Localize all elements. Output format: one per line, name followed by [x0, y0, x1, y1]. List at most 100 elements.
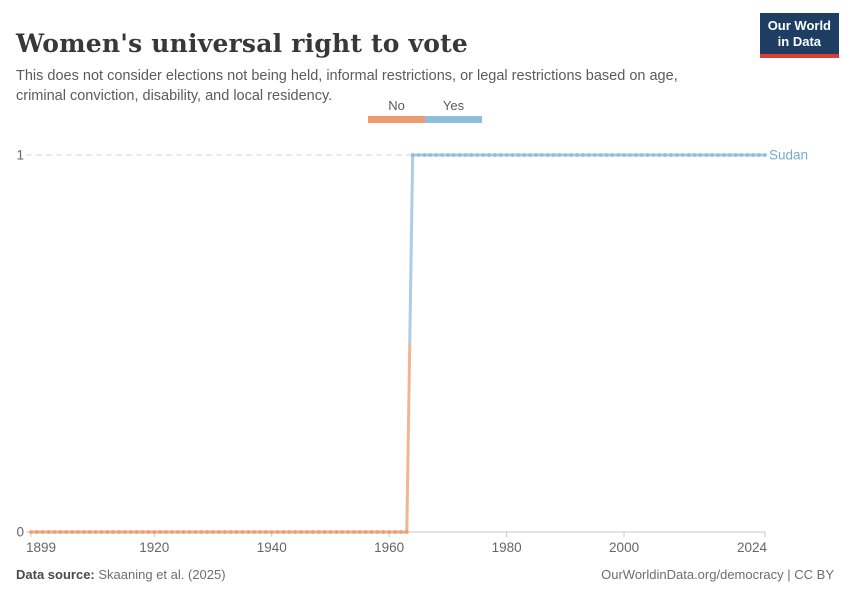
data-point-1962[interactable]	[399, 530, 403, 534]
data-point-2007[interactable]	[663, 153, 668, 157]
data-point-1902[interactable]	[46, 530, 51, 534]
data-point-1996[interactable]	[598, 153, 603, 157]
data-point-2022[interactable]	[751, 153, 756, 157]
data-point-1906[interactable]	[70, 530, 75, 534]
data-point-1980[interactable]	[504, 153, 509, 157]
data-point-2020[interactable]	[739, 153, 744, 157]
data-point-1966[interactable]	[422, 153, 427, 157]
data-point-1923[interactable]	[170, 530, 174, 534]
data-point-1907[interactable]	[76, 530, 80, 534]
data-point-1940[interactable]	[269, 530, 274, 534]
data-point-2013[interactable]	[698, 153, 703, 157]
data-point-1970[interactable]	[446, 153, 450, 157]
data-point-1986[interactable]	[539, 153, 544, 157]
data-point-1968[interactable]	[434, 153, 439, 157]
series-segment-no[interactable]	[31, 343, 412, 534]
data-point-1977[interactable]	[487, 153, 491, 157]
data-point-2018[interactable]	[727, 153, 732, 157]
data-point-1985[interactable]	[534, 153, 538, 157]
legend-item-no[interactable]: No	[368, 98, 425, 123]
data-point-1948[interactable]	[316, 530, 321, 534]
data-point-1915[interactable]	[123, 530, 127, 534]
data-point-1952[interactable]	[340, 530, 345, 534]
data-point-1974[interactable]	[469, 153, 474, 157]
data-point-1945[interactable]	[299, 530, 304, 534]
data-point-1965[interactable]	[416, 153, 421, 157]
data-point-1903[interactable]	[52, 530, 57, 534]
data-point-1899[interactable]	[29, 530, 33, 534]
data-point-1951[interactable]	[334, 530, 339, 534]
data-point-1933[interactable]	[228, 530, 233, 534]
data-point-1924[interactable]	[175, 530, 180, 534]
data-point-1976[interactable]	[481, 153, 486, 157]
data-point-1946[interactable]	[305, 530, 309, 534]
data-point-1944[interactable]	[293, 530, 298, 534]
data-point-1999[interactable]	[616, 153, 621, 157]
license-link[interactable]: OurWorldinData.org/democracy | CC BY	[601, 567, 834, 582]
data-point-1997[interactable]	[604, 153, 609, 157]
data-point-1990[interactable]	[563, 153, 568, 157]
data-point-1911[interactable]	[99, 530, 104, 534]
data-point-2014[interactable]	[704, 153, 709, 157]
data-point-1988[interactable]	[551, 153, 556, 157]
data-point-1926[interactable]	[187, 530, 192, 534]
data-point-1982[interactable]	[516, 153, 521, 157]
data-point-1992[interactable]	[575, 153, 579, 157]
data-point-1912[interactable]	[105, 530, 110, 534]
entity-label-sudan[interactable]: Sudan	[769, 148, 808, 163]
data-point-1914[interactable]	[117, 530, 121, 534]
data-point-1916[interactable]	[128, 530, 133, 534]
data-point-1930[interactable]	[211, 530, 215, 534]
data-point-1934[interactable]	[234, 530, 239, 534]
data-point-1920[interactable]	[152, 530, 157, 534]
data-point-2000[interactable]	[622, 153, 626, 157]
data-point-1922[interactable]	[164, 530, 168, 534]
data-point-2015[interactable]	[710, 153, 715, 157]
data-point-2021[interactable]	[745, 153, 750, 157]
data-point-2004[interactable]	[645, 153, 650, 157]
data-point-1910[interactable]	[93, 530, 98, 534]
data-point-1905[interactable]	[64, 530, 69, 534]
data-point-1958[interactable]	[375, 530, 380, 534]
data-point-1957[interactable]	[369, 530, 374, 534]
data-point-2010[interactable]	[680, 153, 685, 157]
data-point-1909[interactable]	[87, 530, 92, 534]
data-point-1932[interactable]	[222, 530, 227, 534]
data-point-1963[interactable]	[404, 530, 409, 534]
data-point-1927[interactable]	[193, 530, 198, 534]
data-point-1978[interactable]	[492, 153, 497, 157]
data-point-1954[interactable]	[352, 530, 356, 534]
data-point-1950[interactable]	[328, 530, 333, 534]
data-point-1939[interactable]	[263, 530, 268, 534]
data-point-1953[interactable]	[346, 530, 350, 534]
data-point-1981[interactable]	[510, 153, 515, 157]
data-point-1971[interactable]	[451, 153, 456, 157]
series-segment-yes[interactable]	[408, 153, 765, 344]
data-point-2011[interactable]	[686, 153, 691, 157]
data-point-2009[interactable]	[675, 153, 679, 157]
data-point-1947[interactable]	[310, 530, 315, 534]
data-point-2016[interactable]	[716, 153, 720, 157]
data-point-1900[interactable]	[34, 530, 39, 534]
data-point-1917[interactable]	[134, 530, 139, 534]
data-point-1942[interactable]	[281, 530, 286, 534]
data-point-1901[interactable]	[40, 530, 45, 534]
data-point-1925[interactable]	[181, 530, 186, 534]
data-point-1941[interactable]	[275, 530, 280, 534]
data-point-1967[interactable]	[428, 153, 433, 157]
data-point-1955[interactable]	[357, 530, 362, 534]
data-point-1994[interactable]	[586, 153, 591, 157]
data-point-1937[interactable]	[252, 530, 257, 534]
data-point-1959[interactable]	[381, 530, 386, 534]
data-point-2017[interactable]	[721, 153, 726, 157]
data-point-1961[interactable]	[393, 530, 397, 534]
data-point-2019[interactable]	[733, 153, 738, 157]
data-point-1973[interactable]	[463, 153, 468, 157]
data-point-1904[interactable]	[58, 530, 63, 534]
data-point-1929[interactable]	[205, 530, 210, 534]
data-point-2012[interactable]	[692, 153, 697, 157]
data-point-1995[interactable]	[592, 153, 597, 157]
data-point-2001[interactable]	[628, 153, 632, 157]
data-point-1983[interactable]	[522, 153, 527, 157]
data-point-1956[interactable]	[363, 530, 368, 534]
